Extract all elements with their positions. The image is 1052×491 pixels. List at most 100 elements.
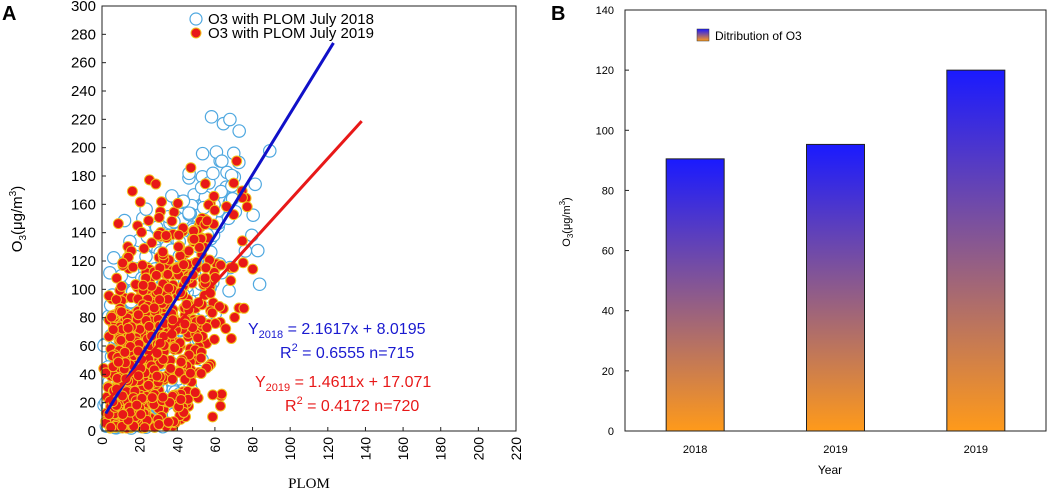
- scatter-point-2019: [214, 400, 226, 412]
- scatter-point-2019: [132, 309, 144, 321]
- scatter-point-2019: [162, 416, 174, 428]
- scatter-point-2019: [195, 367, 207, 379]
- scatter-point-2019: [137, 279, 149, 291]
- scatter-point-2019: [119, 346, 131, 358]
- scatter-point-2018: [182, 206, 196, 220]
- regression-annotation: Y2018 = 2.1617x + 8.0195: [248, 321, 426, 341]
- scatter-point-2018: [250, 243, 265, 258]
- regression-annotation: R2 = 0.6555 n=715: [280, 342, 414, 362]
- scatter-point-2019: [172, 197, 184, 209]
- scatter-point-2019: [157, 246, 169, 258]
- y-tick-label: 240: [71, 83, 96, 100]
- y-tick-label: 220: [71, 111, 96, 128]
- panel-a-label: A: [2, 3, 16, 25]
- x-tick-label: 0: [94, 437, 110, 445]
- x-tick-label: 100: [282, 437, 298, 461]
- fit-line-2019: [104, 120, 363, 404]
- scatter-point-2019: [200, 262, 212, 274]
- bar-2018: [665, 158, 725, 432]
- scatter-point-2019: [220, 323, 232, 335]
- scatter-point-2018: [232, 124, 246, 138]
- bar-2019: [946, 69, 1006, 432]
- scatter-point-2019: [100, 367, 112, 379]
- y-tick-label: 280: [71, 26, 96, 43]
- y-tick-label: 140: [71, 225, 96, 242]
- scatter-point-2018: [246, 208, 260, 222]
- scatter-point-2019: [136, 259, 148, 271]
- legend-swatch-b: [696, 28, 710, 42]
- scatter-point-2019: [150, 269, 162, 281]
- scatter-point-2019: [112, 356, 124, 368]
- y-tick-label-b: 60: [602, 246, 614, 258]
- scatter-point-2019: [146, 392, 158, 404]
- scatter-point-2019: [247, 263, 259, 275]
- scatter-point-2019: [178, 259, 190, 271]
- x-tick-label-b: 2019: [823, 444, 847, 456]
- scatter-point-2019: [213, 300, 225, 312]
- x-tick-label: 80: [245, 437, 261, 453]
- scatter-point-2019: [193, 241, 205, 253]
- scatter-plot-area: [97, 42, 363, 435]
- regression-annotation: Y2019 = 1.4611x + 17.071: [255, 374, 431, 394]
- x-tick-label: 180: [433, 437, 449, 461]
- y-tick-label: 180: [71, 168, 96, 185]
- scatter-point-2019: [166, 215, 178, 227]
- scatter-point-2019: [116, 306, 128, 318]
- regression-annotation: R2 = 0.4172 n=720: [285, 395, 419, 415]
- x-tick-label: 160: [395, 437, 411, 461]
- scatter-point-2019: [199, 178, 211, 190]
- scatter-point-2019: [192, 332, 204, 344]
- y-tick-label-b: 100: [596, 125, 614, 137]
- scatter-point-2019: [181, 298, 193, 310]
- scatter-point-2019: [231, 155, 243, 167]
- scatter-point-2018: [252, 277, 267, 292]
- scatter-point-2019: [166, 373, 178, 385]
- scatter-point-2019: [208, 333, 220, 345]
- x-tick-label-b: 2018: [683, 444, 707, 456]
- scatter-point-2019: [117, 257, 129, 269]
- bar-series: [665, 69, 1006, 432]
- scatter-point-2019: [188, 233, 200, 245]
- y-tick-label-b: 40: [602, 306, 614, 318]
- scatter-point-2019: [167, 314, 179, 326]
- scatter-point-2019: [185, 162, 197, 174]
- x-axis-ticks-b: 2018 2019 2019: [683, 444, 988, 456]
- scatter-point-2019: [172, 241, 184, 253]
- scatter-point-2019: [107, 324, 119, 336]
- x-tick-label: 40: [169, 437, 185, 453]
- scatter-point-2019: [208, 190, 220, 202]
- series-2019-points: [98, 155, 259, 434]
- scatter-point-2018: [204, 110, 219, 124]
- legend-label-2018: O3 with PLOM July 2018: [208, 11, 374, 28]
- y-tick-label-b: 140: [596, 5, 614, 17]
- scatter-point-2019: [207, 411, 219, 423]
- x-tick-label: 220: [508, 437, 524, 461]
- x-tick-label: 60: [207, 437, 223, 453]
- plot-a-frame: [101, 5, 517, 432]
- scatter-point-2018: [248, 177, 262, 192]
- scatter-point-2018: [215, 154, 229, 169]
- scatter-point-2019: [143, 215, 155, 227]
- scatter-point-2019: [150, 178, 162, 190]
- scatter-point-2019: [237, 257, 249, 269]
- scatter-point-2019: [146, 237, 158, 249]
- scatter-point-2019: [229, 311, 241, 323]
- scatter-point-2018: [222, 284, 236, 298]
- scatter-point-2019: [116, 280, 128, 292]
- scatter-point-2019: [199, 272, 211, 284]
- scatter-point-2019: [225, 275, 237, 287]
- y-tick-label-b: 20: [602, 366, 614, 378]
- y-axis-title: O3(μg/m3): [8, 186, 29, 252]
- scatter-point-2019: [132, 370, 144, 382]
- fit-line-2018: [104, 42, 335, 415]
- scatter-point-2019: [165, 362, 177, 374]
- legend-marker-2018: [189, 12, 203, 26]
- y-tick-label: 60: [79, 338, 96, 355]
- scatter-point-2019: [156, 196, 168, 208]
- scatter-point-2019: [157, 391, 169, 403]
- scatter-point-2019: [148, 302, 160, 314]
- scatter-point-2019: [195, 352, 207, 364]
- scatter-point-2019: [238, 302, 250, 314]
- scatter-point-2018: [223, 112, 237, 127]
